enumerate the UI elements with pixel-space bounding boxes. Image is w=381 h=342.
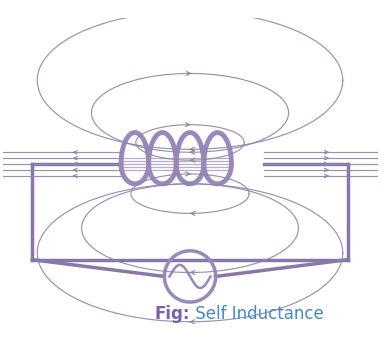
Text: Self Inductance: Self Inductance bbox=[190, 305, 324, 323]
Text: Fig:: Fig: bbox=[155, 305, 190, 323]
